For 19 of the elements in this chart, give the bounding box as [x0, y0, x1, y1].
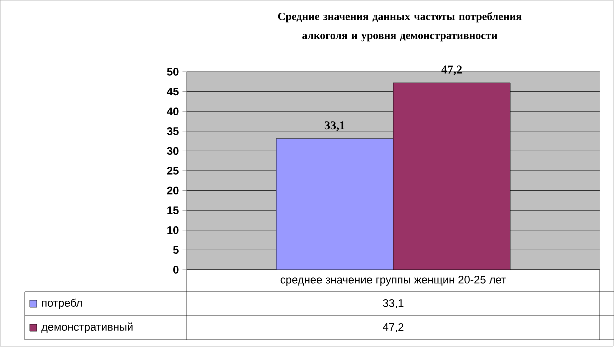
y-tick-label: 50	[167, 68, 179, 76]
x-tick-label: среднее значение группы женщин 20-25 лет	[280, 276, 506, 286]
y-tick-label: 15	[168, 206, 179, 214]
legend-label: демонстративный	[42, 322, 133, 334]
chart-title: Средние значения данных частоты потребления алкоголя и уровня демонстративности	[278, 12, 522, 42]
y-tick-label: 35	[167, 128, 179, 136]
y-tick-label: 5	[173, 246, 179, 254]
text: 33,1	[383, 299, 404, 309]
y-tick-label: 45	[167, 88, 179, 96]
y-tick-label: 25	[167, 167, 179, 175]
legend-label: потребл	[42, 298, 82, 310]
y-tick-label: 0	[174, 266, 179, 274]
data-label: 33,1	[324, 122, 345, 132]
y-tick-label: 20	[167, 186, 179, 195]
text: 47,2	[383, 323, 404, 333]
data-label: 47,2	[442, 66, 462, 76]
y-tick-label: 40	[167, 108, 179, 116]
y-tick-label: 30	[167, 147, 179, 156]
y-tick-label: 10	[168, 226, 179, 234]
